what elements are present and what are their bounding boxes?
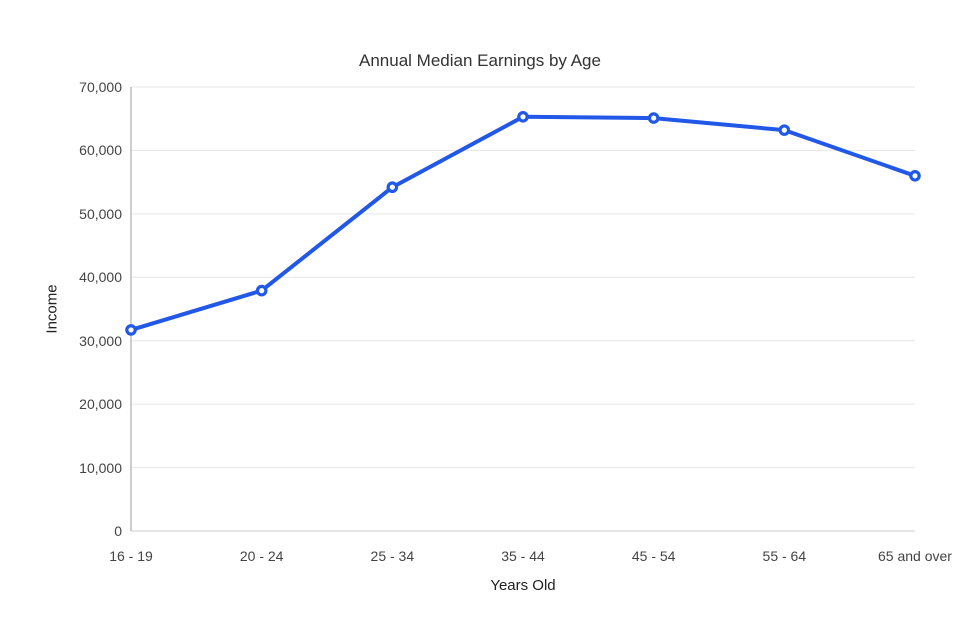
data-point[interactable]	[778, 124, 791, 136]
x-tick-label: 55 - 64	[762, 548, 807, 564]
data-point[interactable]	[647, 112, 660, 124]
y-tick-label: 60,000	[79, 142, 122, 159]
x-tick-label: 65 and over	[878, 548, 952, 564]
y-tick-label: 30,000	[79, 332, 122, 349]
data-point[interactable]	[255, 284, 268, 297]
y-tick-label: 70,000	[79, 79, 122, 95]
y-tick-label: 20,000	[79, 396, 122, 413]
y-axis-title: Income	[43, 284, 61, 334]
x-tick-label: 35 - 44	[501, 548, 545, 564]
y-tick-label: 0	[114, 523, 122, 539]
x-tick-label: 20 - 24	[239, 548, 284, 564]
y-tick-label: 50,000	[79, 205, 122, 222]
chart-title: Annual Median Earnings by Age	[359, 51, 601, 70]
x-axis-title: Years Old	[490, 577, 556, 594]
data-point[interactable]	[909, 170, 921, 182]
data-point[interactable]	[517, 111, 529, 123]
y-tick-label: 10,000	[79, 459, 122, 476]
x-tick-label: 25 - 34	[370, 548, 415, 564]
data-point[interactable]	[386, 181, 399, 194]
y-tick-label: 40,000	[79, 269, 122, 286]
data-line	[129, 114, 917, 332]
x-tick-label: 45 - 54	[631, 548, 676, 564]
data-point[interactable]	[125, 324, 137, 336]
x-tick-label: 16 - 19	[109, 548, 153, 564]
